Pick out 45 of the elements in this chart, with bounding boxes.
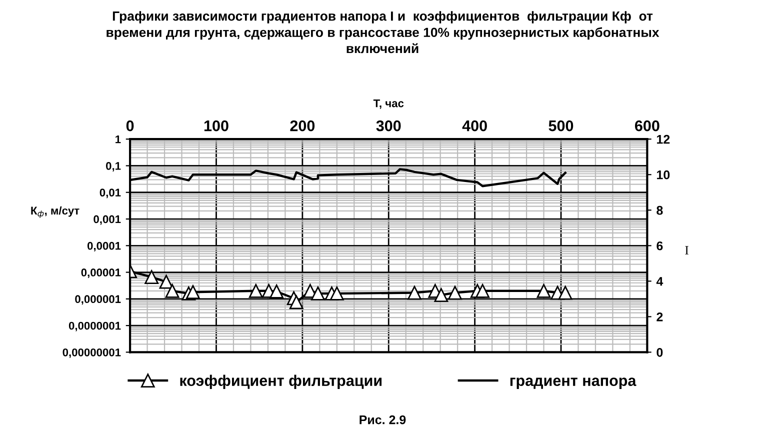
y-tick-label: 0,01 [100, 188, 121, 198]
point [311, 286, 325, 300]
y2-tick-label: 0 [656, 348, 663, 357]
y-tick-label: 0,1 [106, 162, 121, 172]
x-tick-label: 500 [548, 120, 574, 132]
point [186, 285, 200, 300]
point [536, 284, 551, 298]
y-tick-label: 0,0001 [87, 242, 121, 252]
y-axis-title: К$_{ф}$, м/сут [31, 206, 80, 218]
y2-tick-label: 4 [656, 277, 664, 286]
y-tick-label: 1 [116, 135, 121, 144]
y-tick-label: 0,0000001 [68, 322, 121, 332]
point [558, 286, 572, 300]
point [330, 286, 344, 300]
x-tick-label: 100 [204, 120, 228, 132]
legend-label: коэффициент фильтрации [180, 374, 382, 390]
y2-tick-label: 10 [657, 170, 670, 180]
x-axis-title: Т, час [373, 99, 404, 109]
x-tick-label: 400 [462, 120, 487, 132]
y2-tick-label: 12 [657, 134, 670, 144]
x-tick-label: 0 [126, 120, 134, 132]
x-tick-label: 300 [376, 120, 401, 132]
y-tick-label: 0,00000001 [62, 348, 121, 358]
point [408, 286, 422, 300]
point [144, 270, 159, 284]
y2-tick-label: 6 [656, 241, 663, 250]
chart-title: Графики зависимости градиентов напора I и коэффициентов фильтрации Кф от времени для грунта, сдержащего в грансоставе 10% крупнозернистых карбонатных включений [106, 11, 660, 54]
x-tick-label: 200 [290, 120, 315, 132]
y2-tick-label: 8 [656, 206, 663, 215]
point [448, 286, 462, 300]
point [248, 284, 263, 298]
point [476, 284, 490, 298]
y-tick-label: 0,001 [94, 215, 121, 225]
legend-label: градиент напора [510, 378, 636, 390]
x-tick-label: 600 [635, 120, 660, 132]
y-tick-label: 0,000001 [75, 295, 121, 305]
y2-tick-label: 2 [656, 312, 663, 322]
point [434, 288, 448, 302]
point [289, 295, 304, 310]
y-tick-label: 0,00001 [81, 268, 121, 278]
text: Рис. 2.9 [360, 415, 406, 424]
point [165, 284, 180, 298]
point [159, 274, 174, 289]
point [270, 284, 284, 298]
y2-axis-title: I [685, 246, 688, 254]
